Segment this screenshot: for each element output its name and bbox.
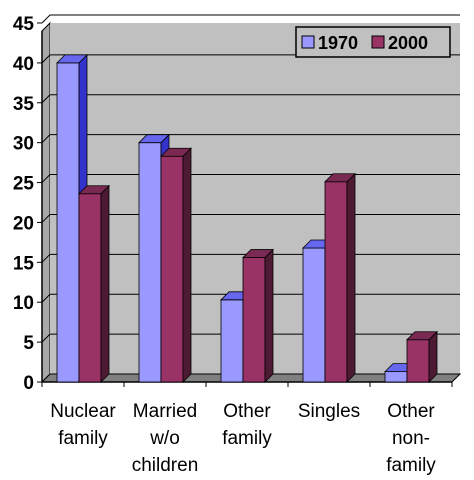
y-tick-labels: 0 5 10 15 20 25 30 35 40 45 [13, 14, 35, 394]
category-label-4: Other non-family [386, 401, 436, 476]
bar-top-2000-4 [406, 331, 438, 341]
y-tick-label: 15 [13, 253, 35, 274]
y-tick-label: 0 [23, 373, 34, 394]
y-tick-label: 30 [13, 134, 34, 155]
category-label-line: family [222, 428, 272, 449]
y-tick-label: 45 [13, 14, 35, 35]
bar-1970-4 [384, 371, 408, 383]
legend-label-2000: 2000 [388, 33, 428, 53]
category-label-line: non- [392, 428, 430, 449]
gridline [41, 14, 460, 24]
category-label-line: w/o [149, 428, 180, 449]
gridline [41, 134, 460, 144]
category-label-line: family [386, 455, 436, 476]
bar-side-2000-3 [346, 172, 356, 383]
bar-side-2000-1 [182, 147, 192, 383]
category-label-1: Married w/o children [132, 401, 199, 476]
category-label-line: Singles [298, 401, 360, 422]
bar-top-2000-3 [324, 173, 356, 183]
y-tick-label: 20 [13, 213, 34, 234]
category-label-line: Nuclear [50, 401, 116, 422]
legend-swatch-1970 [301, 35, 315, 49]
bar-1970-3 [302, 247, 326, 383]
bar-side-2000-0 [100, 184, 110, 383]
bar-top-1970-0 [56, 54, 88, 64]
bar-top-2000-0 [78, 185, 110, 195]
bar-2000-2 [242, 257, 266, 383]
category-labels: Nuclear family Married w/o children Other fami… [50, 401, 436, 476]
bar-1970-1 [138, 142, 162, 383]
y-tick-label: 40 [13, 54, 34, 75]
side-wall [41, 21, 51, 384]
category-label-line: family [58, 428, 108, 449]
gridline [41, 94, 460, 104]
bar-side-2000-4 [428, 330, 438, 383]
category-label-line: Other [223, 401, 271, 422]
gridline [41, 213, 460, 223]
bar-top-2000-1 [160, 147, 192, 157]
bar-2000-3 [324, 181, 348, 383]
category-label-2: Other family [222, 401, 272, 449]
bar-2000-4 [406, 339, 430, 383]
bar-top-1970-1 [138, 134, 170, 144]
category-label-0: Nuclear family [50, 401, 116, 449]
legend-label-1970: 1970 [318, 33, 358, 53]
bars [56, 53, 438, 383]
bar-2000-1 [160, 155, 184, 383]
bar-2000-0 [78, 193, 102, 383]
y-tick-label: 35 [13, 94, 35, 115]
legend: 1970 2000 [295, 26, 451, 58]
bar-1970-0 [56, 62, 80, 383]
category-label-line: Married [133, 401, 197, 422]
category-label-3: Singles [298, 401, 360, 422]
y-tick-label: 25 [13, 174, 35, 195]
gridline [41, 174, 460, 183]
bar-top-2000-2 [242, 249, 274, 258]
y-tick-label: 5 [23, 333, 34, 354]
bar-1970-2 [220, 299, 244, 383]
legend-swatch-2000 [371, 35, 385, 49]
y-tick-label: 10 [13, 293, 34, 314]
category-label-line: children [132, 455, 199, 476]
bar-side-2000-2 [264, 248, 274, 383]
category-label-line: Other [387, 401, 435, 422]
